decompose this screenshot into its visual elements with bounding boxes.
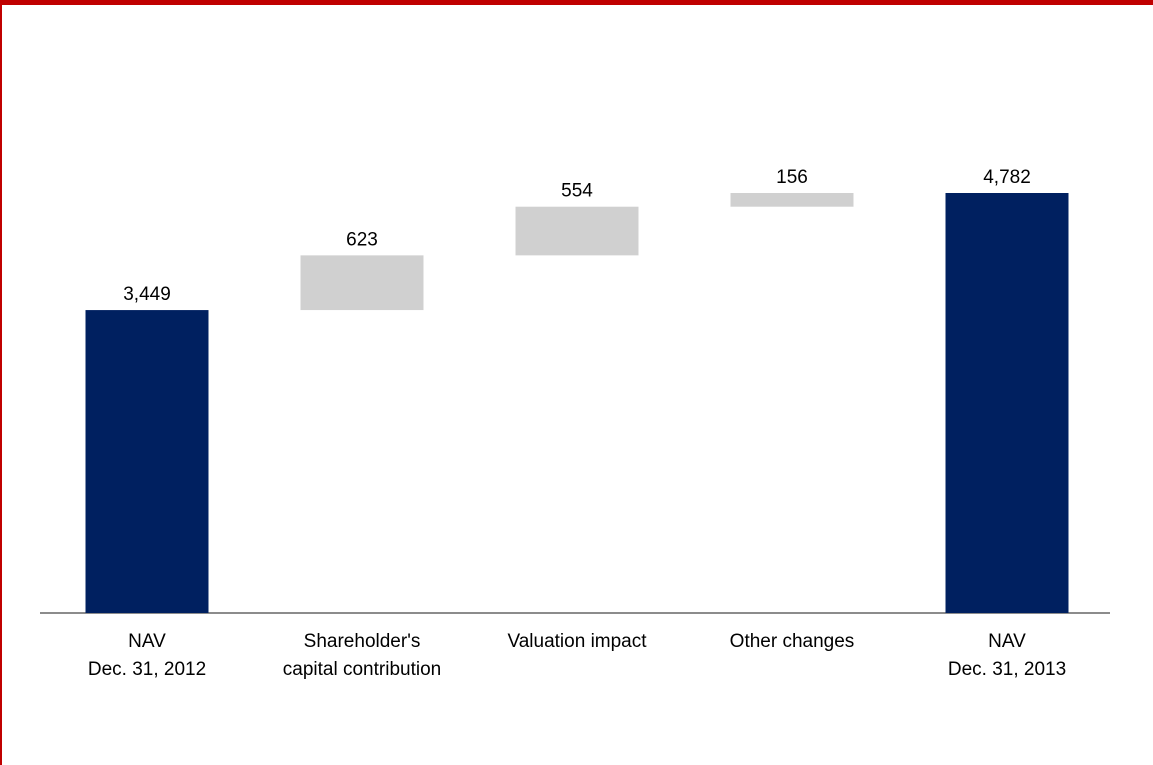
frame-left (0, 0, 2, 765)
x-tick-label-line: Dec. 31, 2013 (948, 659, 1066, 680)
x-tick-label-line: NAV (128, 631, 166, 652)
x-tick-label: NAV Dec. 31, 2013 (948, 631, 1066, 680)
x-tick-label: NAV Dec. 31, 2012 (88, 631, 206, 680)
bar (85, 310, 209, 613)
x-tick-label-line: Dec. 31, 2012 (88, 659, 206, 680)
bar (730, 193, 854, 207)
x-tick-label: Valuation impact (507, 631, 647, 652)
x-tick-label: Other changes (730, 631, 855, 652)
value-label: 4,782 (983, 167, 1031, 188)
x-tick-label: Shareholder's capital contribution (283, 631, 441, 680)
value-label: 156 (776, 167, 808, 188)
bar (300, 255, 424, 311)
value-label: 554 (561, 181, 593, 202)
x-tick-label-line: Other changes (730, 631, 855, 652)
value-label: 623 (346, 229, 378, 250)
bar (515, 206, 639, 256)
x-tick-label-line: Shareholder's (304, 631, 421, 652)
frame-top (0, 0, 1153, 5)
value-label: 3,449 (123, 284, 171, 305)
bar (945, 193, 1069, 613)
x-tick-label-line: capital contribution (283, 659, 441, 680)
x-tick-label-line: NAV (988, 631, 1026, 652)
x-tick-label-line: Valuation impact (507, 631, 647, 652)
